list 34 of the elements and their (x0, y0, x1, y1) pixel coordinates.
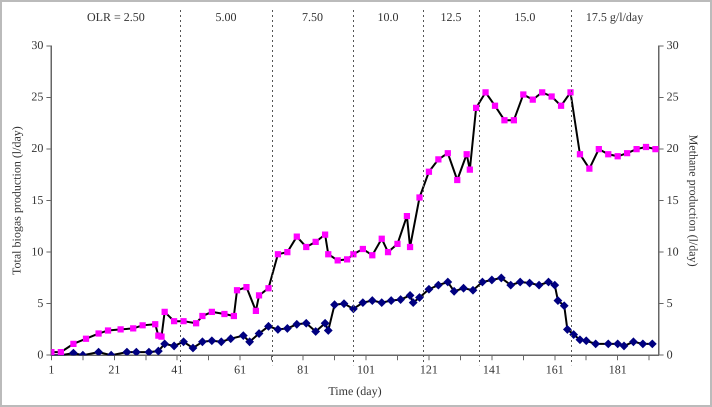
y-tick-label: 10 (31, 244, 44, 258)
y2-tick-label: 0 (666, 347, 673, 362)
y-tick-label: 25 (31, 90, 44, 104)
y-tick-label: 20 (31, 141, 44, 156)
x-tick-label: 141 (482, 362, 501, 377)
x-tick-label: 41 (171, 362, 184, 377)
x-tick-label: 161 (546, 362, 564, 377)
y-tick-label: 30 (31, 38, 44, 52)
x-tick-label: 121 (420, 362, 438, 377)
x-tick-label: 1 (48, 362, 54, 377)
y-tick-label: 15 (31, 192, 44, 207)
text: 7.50 (302, 10, 324, 24)
text: OLR = 2.50 (87, 10, 145, 24)
y2-tick-label: 30 (666, 38, 679, 52)
x-tick-label: 61 (234, 362, 246, 377)
text: 10.0 (378, 10, 399, 24)
y2-tick-label: 25 (666, 90, 679, 104)
x-tick-label: 81 (297, 362, 310, 377)
y-tick-label: 0 (37, 347, 44, 362)
text: 12.5 (440, 10, 462, 24)
x-axis-title: Time (day) (328, 384, 382, 398)
y-tick-label: 5 (37, 296, 44, 310)
x-tick-label: 101 (357, 362, 376, 377)
y2-axis-title: Methane production (l/day) (686, 134, 701, 267)
y2-tick-label: 20 (666, 141, 679, 156)
y2-tick-label: 5 (666, 296, 673, 310)
text: 5.00 (216, 10, 237, 24)
text: 17.5 g/l/day (586, 10, 644, 24)
x-tick-label: 21 (108, 362, 120, 377)
y2-tick-label: 15 (666, 192, 679, 207)
x-tick-label: 181 (608, 362, 627, 377)
y2-tick-label: 10 (666, 244, 679, 258)
text: 15.0 (514, 10, 536, 24)
y-axis-title: Total biogas production (l/day) (9, 126, 24, 275)
